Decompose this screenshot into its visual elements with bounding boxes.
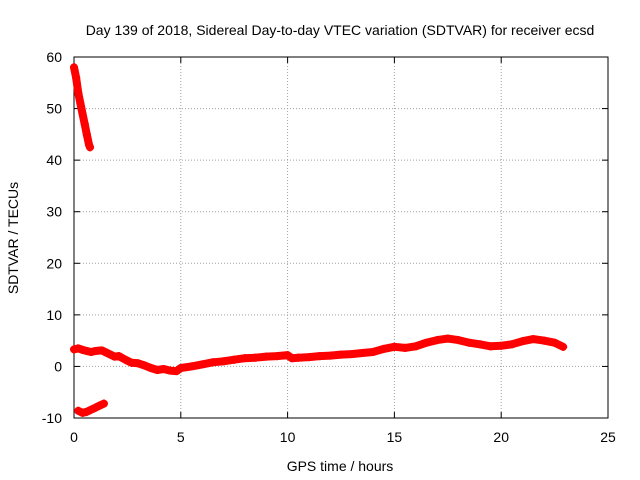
data-point [401,343,410,352]
data-point [134,359,143,368]
data-point [80,120,89,129]
series-high-start [70,63,95,152]
data-point [272,352,281,361]
data-point [76,99,85,108]
data-point [82,130,91,139]
axis-ticks [73,56,609,419]
data-point [411,342,420,351]
data-point [198,360,207,369]
data-point [283,351,292,360]
plot-frame [73,56,609,419]
y-tick-label: 50 [46,101,62,117]
x-tick-labels: 0 5 10 15 20 25 [70,429,616,445]
data-point [99,399,108,408]
data-point [230,355,239,364]
y-tick-label: 0 [54,358,62,374]
y-tick-label: 60 [46,49,62,65]
data-point [82,407,91,416]
x-tick-label: 20 [493,429,509,445]
y-axis-label: SDTVAR / TECUs [5,182,21,294]
x-axis-label: GPS time / hours [287,458,394,474]
x-tick-label: 25 [600,429,616,445]
data-point [347,350,356,359]
data-point [219,357,228,366]
data-point [86,143,95,152]
data-point [208,358,217,367]
data-point [78,345,87,354]
data-point [95,401,104,410]
data-point [251,353,260,362]
data-point [146,363,155,372]
data-point [87,347,96,356]
data-point [240,354,249,363]
data-point [70,345,78,354]
chart-title: Day 139 of 2018, Sidereal Day-to-day VTE… [86,22,595,38]
data-point [172,367,181,376]
data-point [74,406,83,415]
data-point [337,350,345,359]
series-negative-start [74,399,108,417]
x-tick-label: 5 [177,429,185,445]
data-point [465,338,474,347]
data-point [454,336,463,345]
data-point [74,89,83,98]
data-point [358,349,367,358]
data-point [433,336,442,345]
data-point [187,362,196,371]
y-tick-label: 30 [46,204,62,220]
data-point [422,338,431,347]
data-point [497,341,506,350]
data-point [550,338,559,347]
data-point [87,405,96,414]
data-point [140,361,149,370]
y-tick-label: -10 [42,410,62,426]
data-point [529,335,538,344]
x-tick-label: 10 [280,429,296,445]
data-point [475,340,484,349]
data-point [153,366,162,375]
data-point [159,365,168,374]
data-point [559,342,568,351]
data-point [74,344,83,353]
y-tick-labels: -10 0 10 20 30 40 50 60 [42,49,62,426]
x-tick-label: 0 [70,429,78,445]
data-point [326,351,335,360]
data-point [315,352,324,361]
data-point [262,352,271,361]
data-point [390,342,399,351]
data-points [70,63,568,417]
x-tick-label: 15 [387,429,403,445]
data-point [72,73,81,82]
series-main [70,334,568,376]
data-point [114,352,123,361]
data-point [518,337,527,346]
y-tick-label: 10 [46,307,62,323]
data-point [507,340,516,349]
data-point [78,408,87,417]
data-point [70,63,78,72]
y-tick-label: 40 [46,152,62,168]
data-point [91,403,100,412]
data-point [486,342,495,351]
data-point [443,334,452,343]
grid [74,57,608,418]
data-point [121,355,130,364]
data-point [176,363,185,372]
data-point [82,346,91,355]
data-point [97,346,106,355]
y-tick-label: 20 [46,255,62,271]
data-point [539,336,548,345]
data-point [78,109,87,118]
data-point [379,344,388,353]
data-point [304,353,313,362]
data-point [294,353,303,362]
data-point [369,347,378,356]
